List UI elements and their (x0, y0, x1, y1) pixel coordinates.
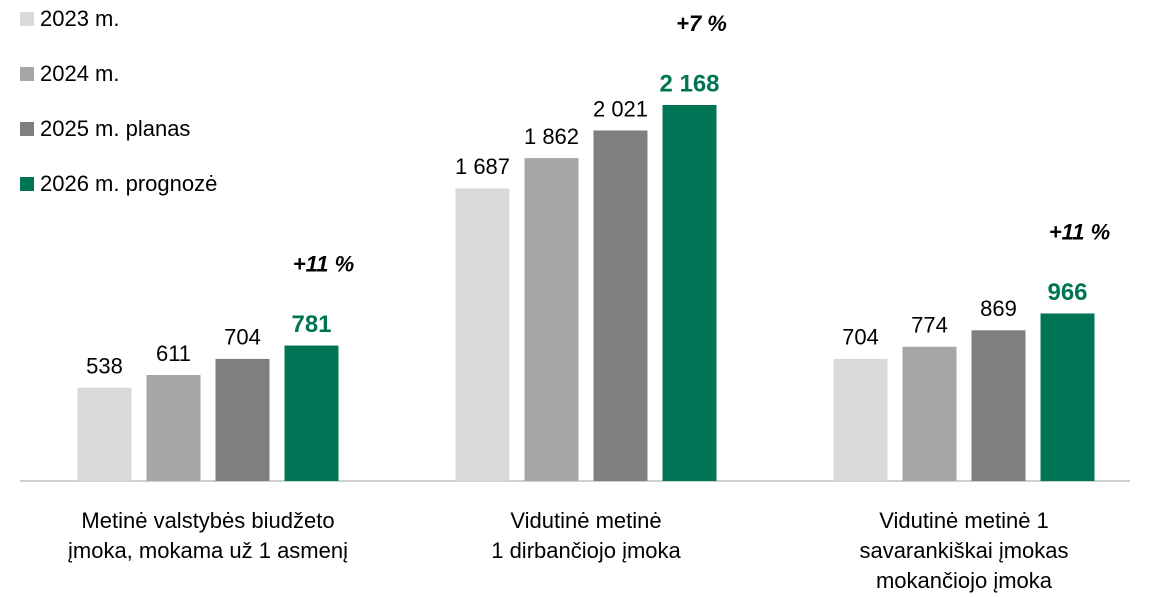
value-label: 1 687 (455, 154, 510, 179)
value-label: 781 (291, 311, 331, 338)
x-tick-label: Metinė valstybės biudžeto įmoka, mokama … (68, 508, 348, 563)
bar (524, 158, 579, 481)
legend-label: 2025 m. planas (40, 116, 190, 141)
legend-label: 2026 m. prognozė (40, 171, 217, 196)
value-label: 704 (842, 325, 879, 350)
legend-label: 2023 m. (40, 6, 120, 31)
x-tick-label: Vidutinė metinė 1 savarankiškai įmokas m… (859, 508, 1069, 593)
bar (284, 345, 339, 481)
bar (971, 330, 1026, 481)
bar (662, 105, 717, 481)
value-label: 869 (980, 296, 1017, 321)
value-label: 966 (1047, 279, 1087, 306)
x-tick-label: Vidutinė metinė 1 dirbančiojo įmoka (491, 508, 681, 563)
value-label: 2 021 (593, 96, 648, 121)
annotation: +11 % (293, 251, 354, 276)
value-label: 1 862 (524, 124, 579, 149)
value-label: 2 168 (659, 70, 719, 97)
annotation: +11 % (1049, 219, 1110, 244)
bar (215, 358, 270, 481)
value-label: 538 (86, 354, 123, 379)
value-label: 774 (911, 313, 948, 338)
bar (833, 358, 888, 481)
bar (146, 375, 201, 481)
legend-swatch (20, 67, 34, 81)
annotation: +7 % (676, 11, 727, 36)
value-label: 611 (156, 341, 191, 366)
bar (77, 387, 132, 481)
bar (455, 188, 510, 482)
bar (902, 346, 957, 481)
bar (1040, 313, 1095, 481)
legend-swatch (20, 177, 34, 191)
legend-swatch (20, 12, 34, 26)
bar (593, 130, 648, 482)
legend-label: 2024 m. (40, 61, 120, 86)
value-label: 704 (224, 325, 261, 350)
legend-swatch (20, 122, 34, 136)
